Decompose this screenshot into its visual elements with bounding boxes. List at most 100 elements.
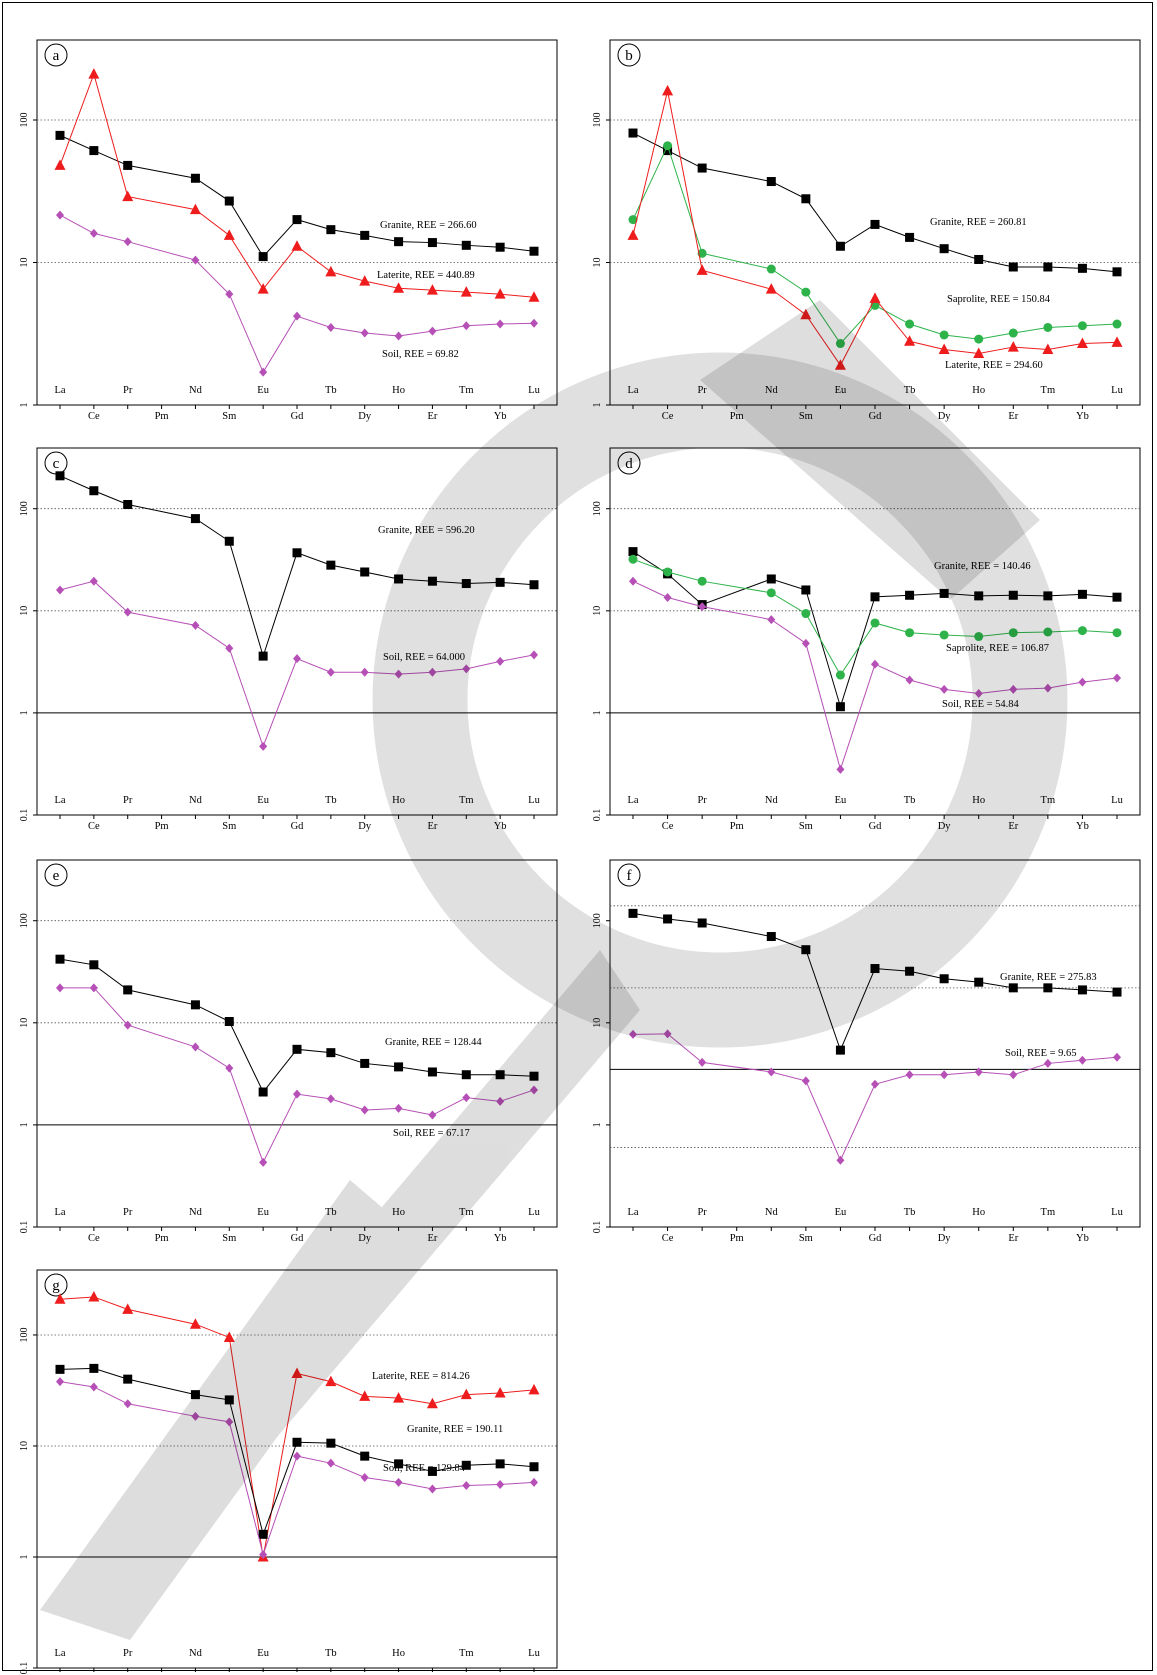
data-point-square bbox=[495, 1459, 505, 1469]
x-tick-label: Nd bbox=[765, 385, 779, 396]
y-tick-label: 10 bbox=[19, 257, 30, 267]
y-tick-label: 100 bbox=[19, 501, 30, 516]
data-point-square bbox=[190, 1390, 200, 1400]
x-tick-label: La bbox=[627, 385, 638, 396]
x-tick-label: Sm bbox=[222, 821, 236, 832]
data-point-diamond bbox=[767, 615, 776, 625]
series-0: Laterite, REE = 814.26 bbox=[54, 1290, 540, 1562]
data-point-triangle bbox=[696, 264, 708, 275]
data-point-triangle bbox=[426, 1397, 438, 1409]
data-point-circle bbox=[1077, 321, 1087, 331]
data-point-square bbox=[292, 548, 302, 558]
data-point-diamond bbox=[462, 1093, 471, 1103]
x-tick-label: Gd bbox=[291, 1233, 305, 1244]
x-tick-label: Tm bbox=[459, 1207, 474, 1218]
series-label: Saprolite, REE = 106.87 bbox=[946, 643, 1049, 654]
data-point-square bbox=[360, 1451, 370, 1461]
data-point-triangle bbox=[1042, 343, 1054, 355]
x-tick-label: Sm bbox=[799, 411, 813, 422]
x-tick-label: Gd bbox=[291, 411, 305, 422]
x-tick-label: Pm bbox=[730, 411, 744, 422]
data-point-triangle bbox=[325, 265, 337, 277]
data-point-diamond bbox=[496, 319, 505, 329]
data-point-diamond bbox=[1009, 684, 1018, 694]
panel-label: f bbox=[627, 868, 632, 884]
data-point-diamond bbox=[89, 576, 98, 586]
x-tick-label: Tm bbox=[459, 1648, 474, 1659]
data-point-triangle bbox=[393, 1392, 405, 1403]
data-point-circle bbox=[628, 554, 638, 564]
data-point-diamond bbox=[801, 638, 810, 648]
x-tick-label: Dy bbox=[938, 1233, 952, 1244]
data-point-square bbox=[224, 1016, 234, 1026]
data-point-triangle bbox=[122, 1303, 134, 1314]
data-point-diamond bbox=[629, 1029, 637, 1039]
data-point-circle bbox=[1008, 628, 1018, 638]
data-point-square bbox=[870, 964, 880, 974]
data-point-triangle bbox=[223, 1331, 235, 1342]
x-tick-label: Ho bbox=[392, 385, 405, 396]
x-tick-label: La bbox=[54, 385, 65, 396]
x-tick-label: Gd bbox=[869, 821, 883, 832]
series-label: Granite, REE = 128.44 bbox=[385, 1037, 482, 1048]
y-tick-label: 1 bbox=[19, 1122, 30, 1127]
data-point-diamond bbox=[259, 1157, 268, 1167]
x-tick-label: Nd bbox=[765, 1207, 779, 1218]
series-label: Granite, REE = 190.11 bbox=[407, 1424, 503, 1435]
x-tick-label: Tm bbox=[1041, 385, 1056, 396]
panel-label-circle bbox=[44, 863, 68, 887]
x-tick-label: Dy bbox=[358, 411, 372, 422]
data-point-diamond bbox=[293, 1451, 301, 1461]
x-tick-label: Ce bbox=[662, 821, 674, 832]
data-point-diamond bbox=[1078, 677, 1087, 687]
x-tick-label: Nd bbox=[189, 795, 203, 806]
x-tick-label: Yb bbox=[1076, 821, 1089, 832]
series-0: Granite, REE = 275.83 bbox=[628, 908, 1122, 1055]
series-label: Granite, REE = 260.81 bbox=[930, 217, 1027, 228]
y-tick-label: 10 bbox=[592, 257, 603, 267]
x-tick-label: Pr bbox=[697, 1207, 707, 1218]
data-point-square bbox=[1077, 985, 1087, 995]
data-point-triangle bbox=[800, 308, 812, 320]
data-point-diamond bbox=[394, 331, 403, 341]
data-point-diamond bbox=[191, 1411, 200, 1421]
data-point-diamond bbox=[89, 228, 98, 238]
data-point-square bbox=[258, 651, 268, 661]
y-tick-label: 10 bbox=[19, 1441, 30, 1451]
series-label: Granite, REE = 596.20 bbox=[378, 525, 475, 536]
data-point-square bbox=[628, 908, 638, 918]
data-point-diamond bbox=[1113, 673, 1121, 683]
data-point-square bbox=[394, 237, 404, 247]
chart-panel-g: 0.1110100LaCePrPmNdSmEuGdTbDyHoErTmYbLug… bbox=[19, 1269, 558, 1675]
series-line bbox=[59, 134, 535, 258]
y-tick-label: 100 bbox=[592, 112, 603, 127]
x-tick-label: Nd bbox=[189, 1648, 203, 1659]
data-point-diamond bbox=[56, 585, 64, 595]
data-point-square bbox=[529, 1071, 539, 1081]
data-point-triangle bbox=[189, 1318, 201, 1329]
data-point-circle bbox=[663, 567, 673, 577]
data-point-square bbox=[870, 592, 880, 602]
x-tick-label: Lu bbox=[528, 385, 540, 396]
series-1: Soil, REE = 9.65 bbox=[629, 1029, 1121, 1165]
data-point-square bbox=[697, 918, 707, 928]
data-point-circle bbox=[974, 632, 984, 642]
data-point-triangle bbox=[88, 1290, 100, 1302]
data-point-triangle bbox=[765, 283, 777, 294]
data-point-square bbox=[529, 1462, 539, 1472]
panel-label-circle bbox=[617, 451, 641, 475]
data-point-square bbox=[258, 1087, 268, 1097]
series-0: Granite, REE = 260.81 bbox=[628, 128, 1122, 277]
series-1: Granite, REE = 190.11 bbox=[55, 1363, 539, 1539]
data-point-triangle bbox=[460, 286, 472, 297]
data-point-circle bbox=[905, 319, 915, 329]
data-point-triangle bbox=[1111, 336, 1123, 347]
data-point-square bbox=[1112, 267, 1122, 277]
series-label: Laterite, REE = 294.60 bbox=[945, 360, 1043, 371]
data-point-square bbox=[801, 945, 811, 955]
data-point-circle bbox=[801, 609, 811, 619]
data-point-circle bbox=[1043, 322, 1053, 332]
series-label: Soil, REE = 129.84 bbox=[383, 1463, 466, 1474]
